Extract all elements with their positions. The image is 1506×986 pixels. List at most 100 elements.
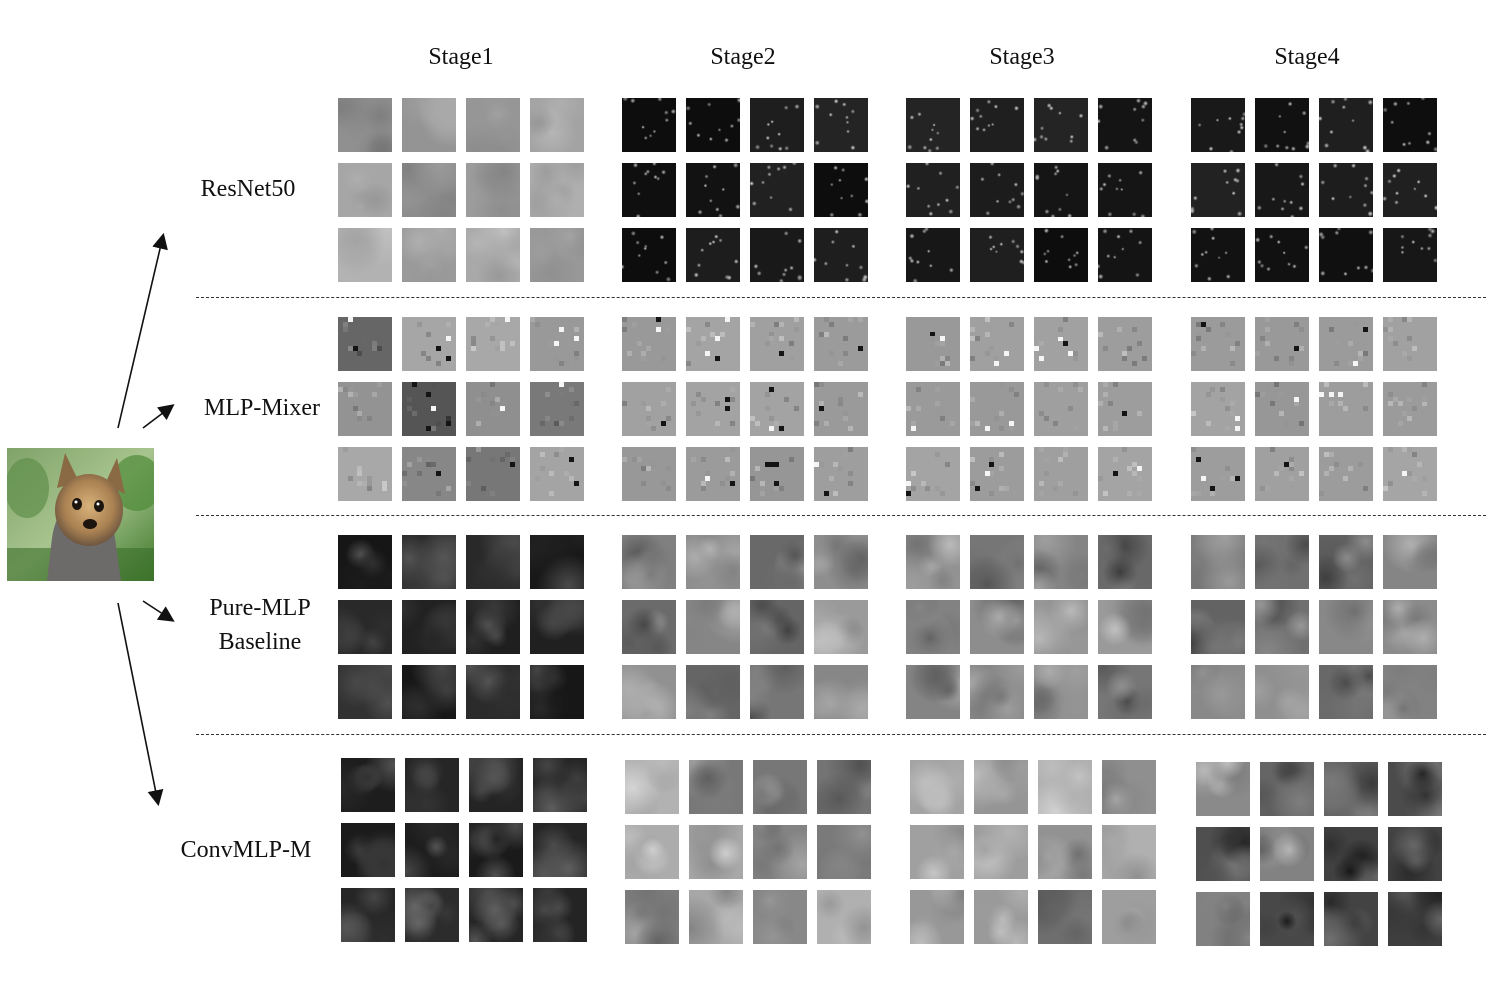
feature-map-tile <box>689 760 743 814</box>
feature-map-tile <box>750 447 804 501</box>
feature-map-tile <box>750 600 804 654</box>
feature-map-tile <box>689 890 743 944</box>
feature-map-tile <box>750 535 804 589</box>
feature-map-tile <box>1324 827 1378 881</box>
feature-map-tile <box>338 665 392 719</box>
feature-map-tile <box>970 163 1024 217</box>
feature-map-tile <box>1383 163 1437 217</box>
feature-map-tile <box>1383 535 1437 589</box>
feature-map-tile <box>686 228 740 282</box>
model-label-pure-mlp-baseline: Pure-MLP Baseline <box>192 591 328 659</box>
feature-map-tile <box>402 228 456 282</box>
feature-map-tile <box>910 760 964 814</box>
feature-map-tile <box>1383 228 1437 282</box>
feature-map-tile <box>1191 228 1245 282</box>
feature-map-tile <box>1191 600 1245 654</box>
stage-label-2: Stage2 <box>710 44 776 70</box>
feature-map-tile <box>686 382 740 436</box>
feature-map-tile <box>974 825 1028 879</box>
feature-map-tile <box>1255 163 1309 217</box>
feature-grid <box>906 317 1152 501</box>
feature-map-tile <box>970 665 1024 719</box>
feature-map-tile <box>402 382 456 436</box>
feature-map-tile <box>530 98 584 152</box>
feature-map-tile <box>970 600 1024 654</box>
feature-map-tile <box>405 888 459 942</box>
feature-map-tile <box>341 888 395 942</box>
feature-grid <box>622 317 868 501</box>
feature-map-tile <box>1383 600 1437 654</box>
feature-map-tile <box>910 825 964 879</box>
feature-map-tile <box>686 163 740 217</box>
feature-map-tile <box>466 447 520 501</box>
feature-map-tile <box>338 163 392 217</box>
feature-map-tile <box>530 447 584 501</box>
feature-map-tile <box>466 535 520 589</box>
model-label-convmlp-m: ConvMLP-M <box>166 833 326 867</box>
feature-map-tile <box>970 447 1024 501</box>
model-label-line: MLP-Mixer <box>204 395 320 421</box>
feature-map-tile <box>341 823 395 877</box>
feature-map-tile <box>906 447 960 501</box>
feature-map-tile <box>970 382 1024 436</box>
feature-grid <box>910 760 1156 944</box>
feature-map-tile <box>1098 98 1152 152</box>
feature-map-tile <box>338 447 392 501</box>
feature-map-tile <box>530 382 584 436</box>
feature-map-tile <box>1098 163 1152 217</box>
feature-map-tile <box>1034 228 1088 282</box>
feature-map-tile <box>1098 535 1152 589</box>
feature-map-tile <box>686 447 740 501</box>
feature-map-tile <box>906 163 960 217</box>
feature-map-tile <box>338 228 392 282</box>
feature-map-tile <box>817 890 871 944</box>
feature-map-tile <box>622 317 676 371</box>
feature-map-tile <box>1191 382 1245 436</box>
feature-map-tile <box>970 98 1024 152</box>
feature-map-tile <box>970 317 1024 371</box>
feature-map-tile <box>625 890 679 944</box>
feature-grid <box>622 98 868 282</box>
feature-map-tile <box>1034 600 1088 654</box>
feature-map-tile <box>1034 447 1088 501</box>
feature-map-tile <box>686 600 740 654</box>
feature-map-tile <box>814 600 868 654</box>
stage-label-1: Stage1 <box>428 44 494 70</box>
feature-map-tile <box>686 317 740 371</box>
feature-map-tile <box>974 760 1028 814</box>
feature-map-tile <box>753 825 807 879</box>
feature-map-tile <box>402 447 456 501</box>
feature-map-tile <box>1255 600 1309 654</box>
feature-map-tile <box>1196 762 1250 816</box>
feature-map-tile <box>1102 760 1156 814</box>
feature-map-tile <box>1319 600 1373 654</box>
feature-map-tile <box>750 317 804 371</box>
feature-map-tile <box>1324 762 1378 816</box>
feature-map-tile <box>622 447 676 501</box>
row-divider <box>196 515 1486 516</box>
feature-map-tile <box>750 163 804 217</box>
feature-map-tile <box>906 98 960 152</box>
feature-map-tile <box>530 317 584 371</box>
feature-map-tile <box>533 888 587 942</box>
feature-map-tile <box>530 228 584 282</box>
feature-map-tile <box>970 228 1024 282</box>
dog-photo-icon <box>7 448 154 581</box>
feature-map-tile <box>1255 317 1309 371</box>
feature-map-tile <box>1319 447 1373 501</box>
feature-map-tile <box>906 382 960 436</box>
feature-map-tile <box>1038 890 1092 944</box>
feature-grid <box>622 535 868 719</box>
feature-map-tile <box>1383 317 1437 371</box>
feature-grid <box>625 760 871 944</box>
feature-map-tile <box>341 758 395 812</box>
feature-map-tile <box>1388 827 1442 881</box>
feature-map-tile <box>1383 382 1437 436</box>
feature-map-tile <box>1319 665 1373 719</box>
feature-map-tile <box>402 665 456 719</box>
feature-map-tile <box>1255 665 1309 719</box>
stage-label-4: Stage4 <box>1274 44 1340 70</box>
feature-map-tile <box>402 600 456 654</box>
arrow-to-pure-mlp <box>142 600 175 622</box>
feature-map-tile <box>530 535 584 589</box>
